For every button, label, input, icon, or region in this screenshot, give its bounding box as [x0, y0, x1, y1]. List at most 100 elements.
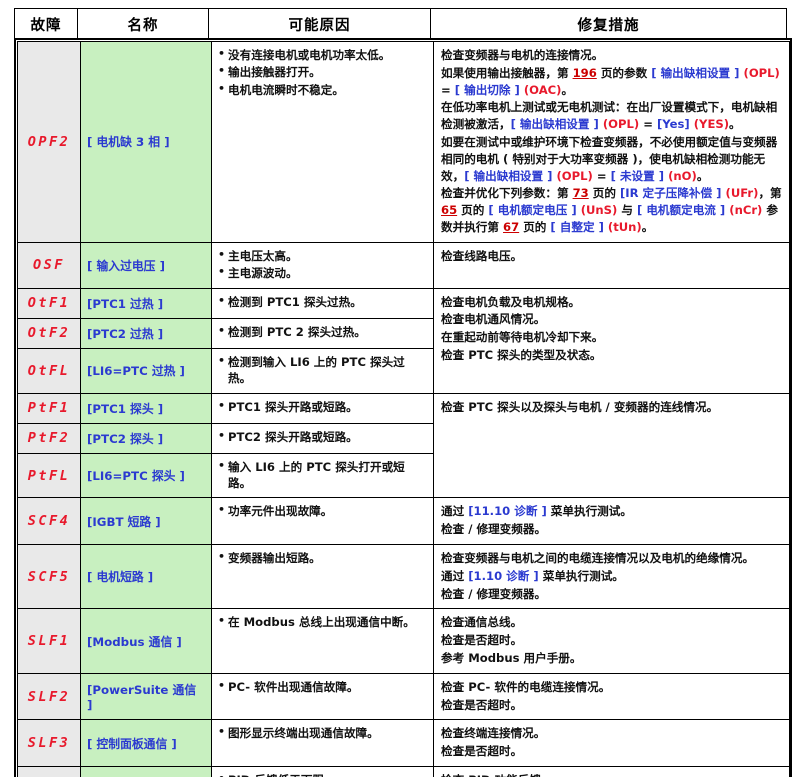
fix-line: 检查电机通风情况。 [441, 312, 546, 327]
header-cell-name: 名称 [77, 8, 209, 41]
table-row: OSF[ 输入过电压 ]主电压太高。主电源波动。检查线路电压。 [17, 241, 790, 289]
fault-name-cell: [Modbus 通信 ] [80, 608, 212, 674]
fault-name-cell: [PTC2 过热 ] [80, 317, 212, 349]
fault-cause-cell: PTC1 探头开路或短路。 [211, 392, 434, 424]
header-cell-fix: 修复措施 [430, 8, 787, 41]
header-cell-cause: 可能原因 [208, 8, 431, 41]
fault-fix-cell: 检查终端连接情况。 检查是否超时。 [433, 719, 790, 768]
cause-item: 主电源波动。 [216, 264, 427, 281]
header-cell-fault: 故障 [14, 8, 78, 41]
fault-cause-cell: 检测到 PTC1 探头过热。 [211, 287, 434, 319]
fault-name-cell: [ 输入过电压 ] [80, 241, 212, 289]
fix-line: 在低功率电机上测试或无电机测试：在出厂设置模式下，电机缺相检测被激活，[ 输出缺… [441, 100, 778, 132]
fault-name-cell: [PI 反馈故障 ] [80, 766, 212, 777]
cause-item: PTC1 探头开路或短路。 [216, 398, 427, 415]
fix-line: 检查是否超时。 [441, 633, 523, 648]
table-row: OPF2[ 电机缺 3 相 ]没有连接电机或电机功率太低。输出接触器打开。电机电… [17, 41, 790, 243]
table-row: PtFL[LI6=PTC 探头 ]输入 LI6 上的 PTC 探头打开或短路。 [17, 452, 790, 499]
fix-line: 检查变频器与电机的连接情况。 [441, 48, 604, 62]
fix-line: 检查电机负载及电机规格。 [441, 294, 581, 309]
fault-name-cell: [LI6=PTC 探头 ] [80, 452, 212, 499]
fault-code-cell: OtF2 [17, 317, 81, 349]
cause-item: 变频器输出短路。 [216, 549, 427, 566]
fault-name-cell: [LI6=PTC 过热 ] [80, 347, 212, 394]
fault-cause-cell: PTC2 探头开路或短路。 [211, 422, 434, 454]
fix-line: 检查变频器与电机之间的电缆连接情况以及电机的绝缘情况。 [441, 551, 755, 566]
table-row: SLF3[ 控制面板通信 ]图形显示终端出现通信故障。检查终端连接情况。检查是否… [17, 719, 790, 768]
fix-line: 检查 / 修理变频器。 [441, 586, 547, 601]
cause-item: 输入 LI6 上的 PTC 探头打开或短路。 [216, 458, 427, 492]
fix-line: 检查 PTC 探头的类型及状态。 [441, 348, 602, 363]
fix-line: 检查线路电压。 [441, 248, 523, 263]
fault-cause-cell: 功率元件出现故障。 [211, 497, 434, 546]
fault-cause-cell: 图形显示终端出现通信故障。 [211, 719, 434, 768]
fix-line: 检查 / 修理变频器。 [441, 522, 547, 537]
fault-cause-cell: 检测到 PTC 2 探头过热。 [211, 317, 434, 349]
fault-code-cell: SP1F [17, 766, 81, 777]
fix-line: 检查是否超时。 [441, 744, 523, 759]
table-row: OtF1[PTC1 过热 ]检测到 PTC1 探头过热。检查电机负载及电机规格。… [17, 287, 790, 394]
fault-table-header: 故障 名称 可能原因 修复措施 [14, 8, 787, 41]
cause-item: 输出接触器打开。 [216, 63, 427, 80]
fault-fix-cell: 检查 PC- 软件的电缆连接情况。 检查是否超时。 [433, 672, 790, 721]
fault-table-body: OPF2[ 电机缺 3 相 ]没有连接电机或电机功率太低。输出接触器打开。电机电… [17, 41, 790, 777]
cause-item: 图形显示终端出现通信故障。 [216, 724, 427, 741]
fault-code-cell: SCF4 [17, 497, 81, 546]
table-row: SCF4[IGBT 短路 ]功率元件出现故障。通过 [11.10 诊断 ] 菜单… [17, 497, 790, 546]
cause-item: 主电压太高。 [216, 247, 427, 264]
cause-item: 检测到 PTC1 探头过热。 [216, 293, 427, 310]
cause-item: PID 反馈低于下限。 [216, 771, 427, 777]
fault-name-cell: [PTC2 探头 ] [80, 422, 212, 454]
cause-item: PTC2 探头开路或短路。 [216, 428, 427, 445]
fix-line: 检查通信总线。 [441, 615, 523, 630]
cause-item: 没有连接电机或电机功率太低。 [216, 46, 427, 63]
fix-line: 通过 [11.10 诊断 ] 菜单执行测试。 [441, 504, 632, 519]
fault-cause-cell: 变频器输出短路。 [211, 544, 434, 610]
fault-cause-cell: 没有连接电机或电机功率太低。输出接触器打开。电机电流瞬时不稳定。 [211, 41, 434, 243]
fault-name-cell: [PTC1 探头 ] [80, 392, 212, 424]
fault-name-cell: [PTC1 过热 ] [80, 287, 212, 319]
fault-cause-cell: 检测到输入 LI6 上的 PTC 探头过热。 [211, 347, 434, 394]
cause-item: PC- 软件出现通信故障。 [216, 678, 427, 695]
fix-line: 在重起动前等待电机冷却下来。 [441, 330, 604, 345]
fault-name-cell: [ 电机缺 3 相 ] [80, 41, 212, 243]
fault-name-cell: [IGBT 短路 ] [80, 497, 212, 546]
table-row: SLF1[Modbus 通信 ]在 Modbus 总线上出现通信中断。检查通信总… [17, 608, 790, 674]
fault-cause-cell: 主电压太高。主电源波动。 [211, 241, 434, 289]
table-row: SLF2[PowerSuite 通信 ]PC- 软件出现通信故障。检查 PC- … [17, 672, 790, 721]
fault-code-cell: SLF1 [17, 608, 81, 674]
fault-code-cell: SLF3 [17, 719, 81, 768]
table-row: OtFL[LI6=PTC 过热 ]检测到输入 LI6 上的 PTC 探头过热。 [17, 347, 790, 394]
fault-fix-cell: 通过 [11.10 诊断 ] 菜单执行测试。 检查 / 修理变频器。 [433, 497, 790, 546]
table-row: PtF2[PTC2 探头 ]PTC2 探头开路或短路。 [17, 422, 790, 454]
fix-line: 检查是否超时。 [441, 697, 523, 712]
table-row: SCF5[ 电机短路 ]变频器输出短路。检查变频器与电机之间的电缆连接情况以及电… [17, 544, 790, 610]
fault-fix-cell: 检查变频器与电机的连接情况。如果使用输出接触器，第 196 页的参数 [ 输出缺… [433, 41, 790, 243]
fault-name-cell: [PowerSuite 通信 ] [80, 672, 212, 721]
fault-code-cell: OtFL [17, 347, 81, 394]
fault-code-cell: OPF2 [17, 41, 81, 243]
fault-cause-cell: 在 Modbus 总线上出现通信中断。 [211, 608, 434, 674]
fault-fix-cell: 检查变频器与电机之间的电缆连接情况以及电机的绝缘情况。 通过 [1.10 诊断 ]… [433, 544, 790, 610]
fault-fix-cell: 检查线路电压。 [433, 241, 790, 289]
fault-fix-cell: 检查通信总线。 检查是否超时。参考 Modbus 用户手册。 [433, 608, 790, 674]
fix-line: 如果使用输出接触器，第 196 页的参数 [ 输出缺相设置 ] (OPL) = … [441, 65, 780, 97]
fault-code-cell: PtF1 [17, 392, 81, 424]
cause-item: 检测到 PTC 2 探头过热。 [216, 323, 427, 340]
fault-fix-cell: 检查 PID 功能反馈。检查第 157 页的 PID 反馈监控阀值与延时。 [433, 766, 790, 777]
fault-cause-cell: PID 反馈低于下限。 [211, 766, 434, 777]
table-header-wrap: 故障 名称 可能原因 修复措施 [14, 8, 787, 41]
fault-code-cell: SCF5 [17, 544, 81, 610]
fault-cause-cell: 输入 LI6 上的 PTC 探头打开或短路。 [211, 452, 434, 499]
fault-name-cell: [ 控制面板通信 ] [80, 719, 212, 768]
fix-line: 参考 Modbus 用户手册。 [441, 651, 582, 666]
fault-fix-cell: 检查电机负载及电机规格。 检查电机通风情况。在重起动前等待电机冷却下来。 检查 PT… [433, 287, 790, 394]
fault-code-cell: OSF [17, 241, 81, 289]
fix-line: 如要在测试中或维护环境下检查变频器，不必使用额定值与变频器相同的电机 ( 特别对… [441, 134, 778, 183]
fix-line: 检查 PC- 软件的电缆连接情况。 [441, 679, 611, 694]
header-row: 故障 名称 可能原因 修复措施 [14, 8, 787, 41]
fix-line: 检查终端连接情况。 [441, 726, 546, 741]
table-row: PtF1[PTC1 探头 ]PTC1 探头开路或短路。检查 PTC 探头以及探头… [17, 392, 790, 499]
fix-line: 检查 PID 功能反馈。 [441, 772, 782, 777]
